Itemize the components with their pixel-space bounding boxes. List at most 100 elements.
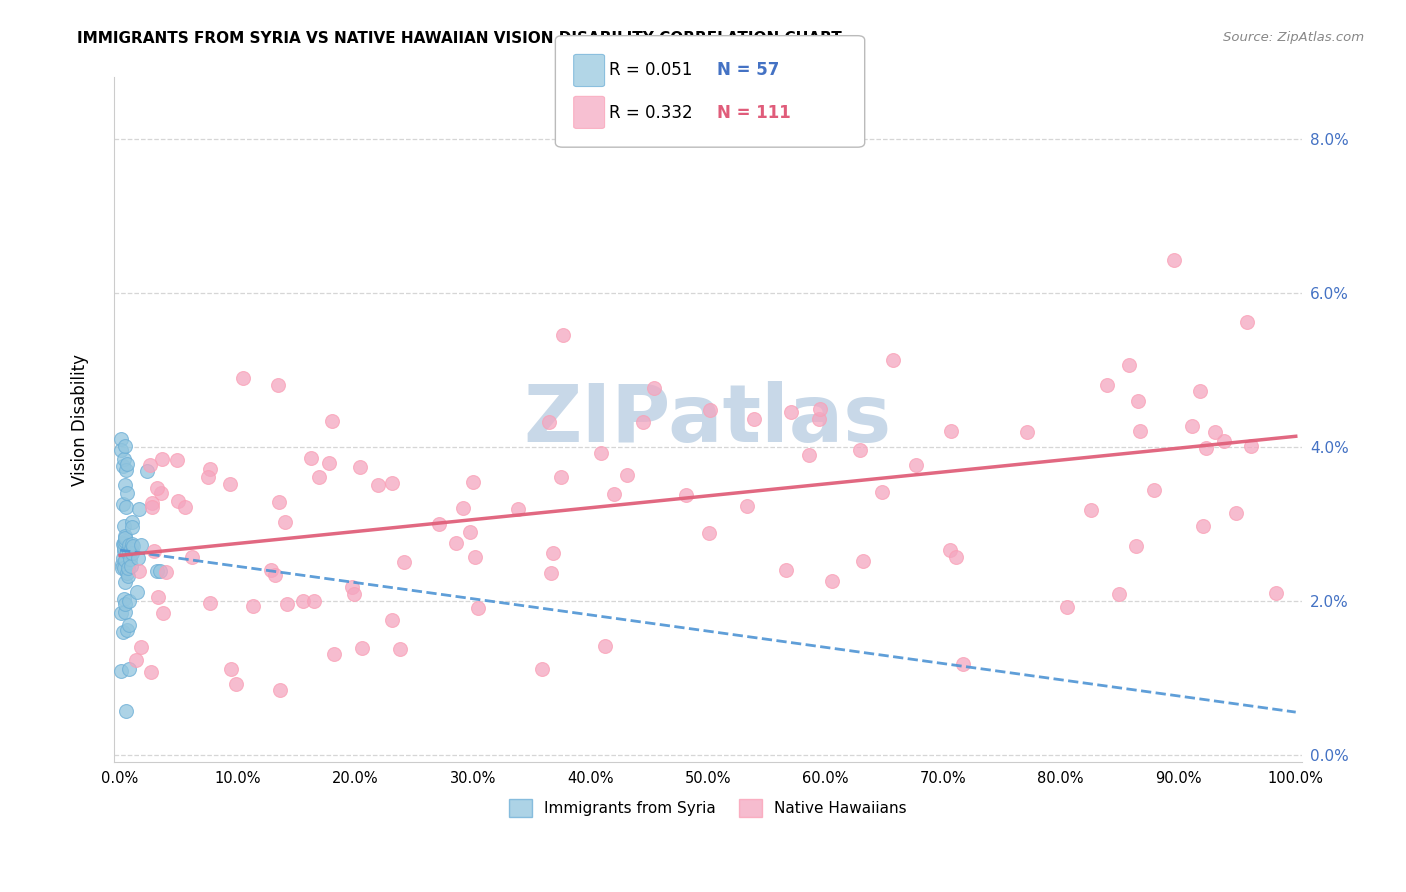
Point [541,546,564,560]
Point [616,468,638,483]
Point [1126,394,1149,409]
Point [110,664,132,678]
Point [114,438,136,452]
Point [112,541,135,555]
Point [149,485,172,500]
Point [128,564,150,578]
Point [1236,315,1258,329]
Point [146,564,169,578]
Point [1095,378,1118,392]
Point [118,538,141,552]
Point [1108,586,1130,600]
Point [267,495,290,509]
Point [381,475,404,490]
Point [699,402,721,417]
Point [121,546,143,560]
Point [197,470,219,484]
Point [343,587,366,601]
Point [218,476,240,491]
Point [540,566,562,580]
Point [349,459,371,474]
Point [110,607,132,621]
Point [180,549,202,564]
Point [111,561,134,575]
Point [148,590,170,604]
Point [260,563,283,577]
Point [166,453,188,467]
Point [276,597,298,611]
Text: N = 57: N = 57 [717,61,779,78]
Point [166,493,188,508]
Point [318,457,340,471]
Point [1192,518,1215,533]
Point [797,448,820,462]
Point [849,443,872,458]
Point [775,563,797,577]
Point [394,555,416,569]
Point [1125,539,1147,553]
Point [139,665,162,680]
Point [292,594,315,608]
Point [939,424,962,438]
Point [114,531,136,545]
Point [141,500,163,515]
Point [508,502,530,516]
Point [550,470,572,484]
Point [675,488,697,502]
Point [267,377,290,392]
Y-axis label: Vision Disability: Vision Disability [72,354,89,486]
Point [1225,506,1247,520]
Point [1239,439,1261,453]
Text: ZIPatlas: ZIPatlas [524,381,891,459]
Point [467,601,489,615]
Point [110,443,132,458]
Point [117,485,139,500]
Point [198,462,221,476]
Point [458,524,481,539]
Point [381,614,404,628]
Point [742,411,765,425]
Point [128,502,150,516]
Point [139,458,162,473]
Point [1143,483,1166,497]
Point [538,416,561,430]
Point [112,518,135,533]
Point [114,478,136,492]
Point [125,653,148,667]
Point [198,596,221,610]
Point [114,553,136,567]
Text: IMMIGRANTS FROM SYRIA VS NATIVE HAWAIIAN VISION DISABILITY CORRELATION CHART: IMMIGRANTS FROM SYRIA VS NATIVE HAWAIIAN… [77,31,842,46]
Point [117,561,139,575]
Point [118,662,141,676]
Point [110,432,132,446]
Point [643,381,665,395]
Text: R = 0.332: R = 0.332 [609,104,692,122]
Point [114,605,136,619]
Legend: Immigrants from Syria, Native Hawaiians: Immigrants from Syria, Native Hawaiians [503,792,912,823]
Point [112,536,135,550]
Point [697,526,720,541]
Point [112,561,135,575]
Point [1181,418,1204,433]
Point [111,458,134,473]
Point [152,607,174,621]
Point [118,618,141,632]
Point [1204,425,1226,439]
Point [114,463,136,477]
Point [905,458,928,472]
Point [111,558,134,572]
Point [1213,434,1236,448]
Point [321,414,343,428]
Point [952,657,974,671]
Point [1163,252,1185,267]
Point [1129,424,1152,438]
Point [114,534,136,549]
Point [939,543,962,558]
Point [112,543,135,558]
Point [451,501,474,516]
Point [735,500,758,514]
Point [115,566,138,581]
Point [780,404,803,418]
Point [120,558,142,573]
Point [115,500,138,514]
